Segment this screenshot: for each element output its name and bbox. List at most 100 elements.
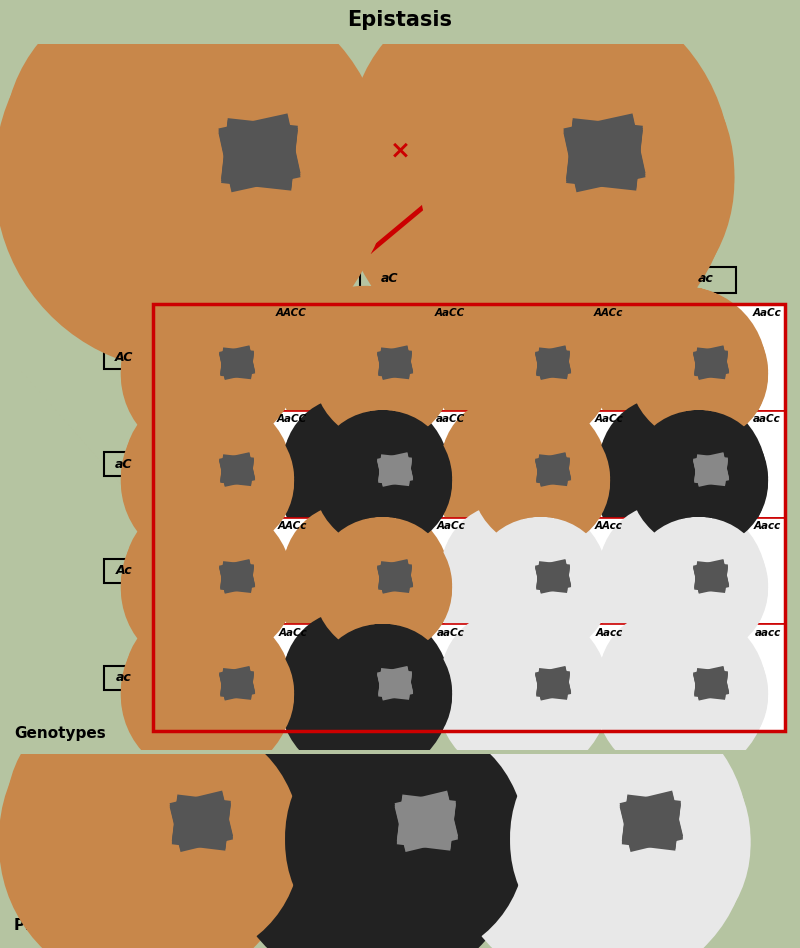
Ellipse shape: [541, 481, 545, 483]
Circle shape: [182, 805, 191, 813]
Bar: [360, 266, 420, 293]
Ellipse shape: [362, 678, 387, 694]
Text: AaCc: AaCc: [622, 84, 664, 100]
Ellipse shape: [696, 357, 710, 369]
Circle shape: [541, 673, 549, 681]
Text: AaCc: AaCc: [278, 629, 307, 638]
Text: Phenotypic ratio: Phenotypic ratio: [14, 918, 156, 933]
Bar: [469, 410, 627, 518]
Text: Aacc: Aacc: [596, 629, 623, 638]
Ellipse shape: [518, 370, 523, 372]
Ellipse shape: [541, 588, 545, 589]
Ellipse shape: [678, 571, 703, 587]
Text: ac: ac: [116, 671, 132, 684]
Circle shape: [225, 566, 233, 574]
Ellipse shape: [677, 694, 682, 696]
Ellipse shape: [518, 694, 523, 696]
Text: AACc: AACc: [594, 307, 623, 318]
Circle shape: [194, 818, 195, 819]
Ellipse shape: [380, 679, 394, 689]
Circle shape: [191, 817, 196, 822]
Ellipse shape: [678, 678, 703, 694]
Circle shape: [594, 149, 596, 151]
Ellipse shape: [538, 572, 551, 582]
Text: Ac: Ac: [116, 564, 132, 577]
Ellipse shape: [210, 362, 226, 372]
Circle shape: [547, 574, 550, 576]
Circle shape: [231, 130, 250, 148]
Ellipse shape: [380, 465, 394, 475]
Ellipse shape: [541, 371, 545, 373]
Ellipse shape: [696, 572, 710, 582]
Ellipse shape: [709, 470, 711, 471]
Ellipse shape: [570, 141, 601, 166]
Ellipse shape: [383, 691, 386, 693]
Ellipse shape: [368, 811, 412, 842]
Circle shape: [179, 802, 194, 817]
Ellipse shape: [551, 576, 553, 578]
Ellipse shape: [696, 465, 710, 475]
Bar: [311, 625, 469, 731]
Ellipse shape: [648, 822, 651, 825]
Ellipse shape: [518, 374, 523, 375]
Ellipse shape: [225, 371, 229, 373]
Ellipse shape: [519, 357, 545, 374]
Ellipse shape: [630, 843, 637, 846]
Text: AaCC: AaCC: [434, 307, 465, 318]
Ellipse shape: [591, 842, 600, 846]
Ellipse shape: [202, 587, 207, 589]
Ellipse shape: [222, 679, 235, 689]
Ellipse shape: [406, 843, 411, 846]
Ellipse shape: [678, 465, 703, 481]
Ellipse shape: [232, 178, 240, 182]
Ellipse shape: [362, 357, 387, 374]
Circle shape: [633, 805, 642, 813]
Circle shape: [700, 461, 706, 465]
Circle shape: [390, 681, 392, 684]
Ellipse shape: [683, 362, 699, 372]
Ellipse shape: [393, 470, 395, 471]
Ellipse shape: [202, 370, 207, 372]
Ellipse shape: [181, 836, 186, 840]
Ellipse shape: [699, 371, 702, 373]
Text: AaCc: AaCc: [594, 414, 623, 425]
Ellipse shape: [181, 843, 186, 846]
Circle shape: [390, 360, 392, 363]
Bar: [153, 303, 311, 410]
Ellipse shape: [225, 694, 229, 696]
Circle shape: [706, 360, 708, 363]
Ellipse shape: [677, 583, 682, 586]
Ellipse shape: [406, 836, 411, 840]
Bar: [627, 410, 785, 518]
Text: AACC: AACC: [276, 307, 307, 318]
Circle shape: [644, 818, 645, 819]
Bar: [153, 410, 311, 518]
Ellipse shape: [541, 584, 545, 586]
Circle shape: [231, 467, 234, 470]
Ellipse shape: [361, 690, 366, 692]
Ellipse shape: [709, 576, 711, 578]
Circle shape: [591, 148, 598, 154]
Ellipse shape: [203, 678, 229, 694]
Bar: [153, 625, 311, 731]
Circle shape: [225, 353, 233, 360]
Ellipse shape: [367, 362, 383, 372]
Ellipse shape: [393, 363, 395, 364]
Ellipse shape: [142, 842, 150, 846]
Circle shape: [382, 566, 391, 574]
Circle shape: [700, 675, 706, 680]
Ellipse shape: [361, 477, 366, 479]
Ellipse shape: [232, 171, 240, 174]
Ellipse shape: [361, 587, 366, 589]
Ellipse shape: [541, 694, 545, 696]
Text: AAcc: AAcc: [595, 521, 623, 531]
Ellipse shape: [393, 576, 395, 578]
Ellipse shape: [538, 357, 551, 369]
Bar: [202, 266, 262, 293]
Ellipse shape: [541, 691, 545, 693]
Ellipse shape: [367, 469, 383, 479]
Circle shape: [390, 574, 392, 576]
Ellipse shape: [603, 820, 630, 838]
Bar: [469, 518, 627, 625]
Circle shape: [384, 568, 390, 573]
